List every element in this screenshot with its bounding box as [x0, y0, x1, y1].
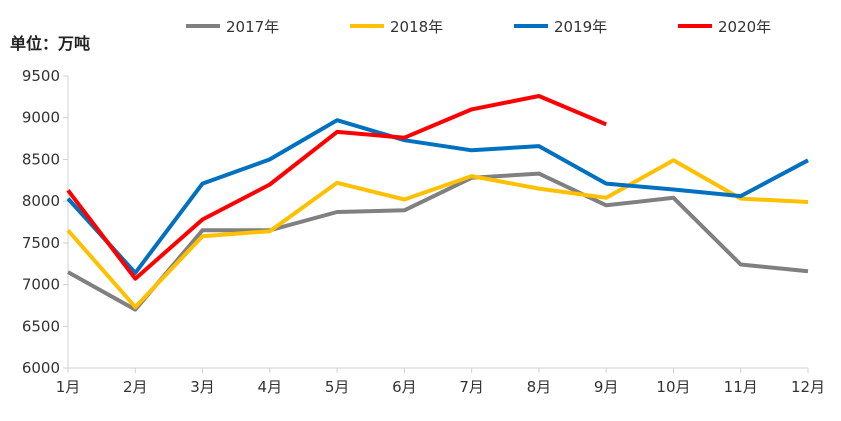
x-tick-label: 1月	[56, 378, 81, 396]
y-tick-label: 7000	[22, 276, 60, 294]
y-tick-label: 8500	[22, 150, 60, 168]
x-axis: 1月 2月 3月 4月 5月 6月 7月 8月 9月 10月 11月 12月	[56, 367, 825, 396]
x-tick-label: 10月	[656, 378, 690, 396]
legend-label: 2019年	[554, 18, 607, 36]
x-tick-label: 12月	[791, 378, 825, 396]
x-tick-label: 7月	[459, 378, 484, 396]
y-tick-label: 6500	[22, 317, 60, 335]
legend: 2017年 2018年 2019年 2020年	[186, 18, 771, 36]
series-line-2018年	[66, 158, 809, 310]
x-tick-label: 5月	[325, 378, 350, 396]
series-line-2020年	[66, 94, 607, 281]
x-tick-label: 11月	[724, 378, 758, 396]
legend-label: 2018年	[390, 18, 443, 36]
y-tick-label: 9500	[22, 67, 60, 85]
series-line-2019年	[66, 118, 809, 275]
y-axis: 6000 6500 7000 7500 8000 8500 9000 9500	[22, 67, 69, 377]
unit-label: 单位：万吨	[10, 34, 91, 53]
x-tick-label: 8月	[527, 378, 552, 396]
series-line-2017年	[67, 171, 809, 312]
x-tick-label: 2月	[123, 378, 148, 396]
y-tick-label: 9000	[22, 109, 60, 127]
legend-label: 2020年	[718, 18, 771, 36]
series-lines	[66, 94, 809, 312]
x-tick-label: 6月	[392, 378, 417, 396]
y-tick-label: 6000	[22, 359, 60, 377]
y-tick-label: 7500	[22, 234, 60, 252]
legend-label: 2017年	[226, 18, 279, 36]
x-tick-label: 9月	[594, 378, 619, 396]
y-tick-label: 8000	[22, 192, 60, 210]
x-tick-label: 4月	[258, 378, 283, 396]
x-tick-label: 3月	[190, 378, 215, 396]
